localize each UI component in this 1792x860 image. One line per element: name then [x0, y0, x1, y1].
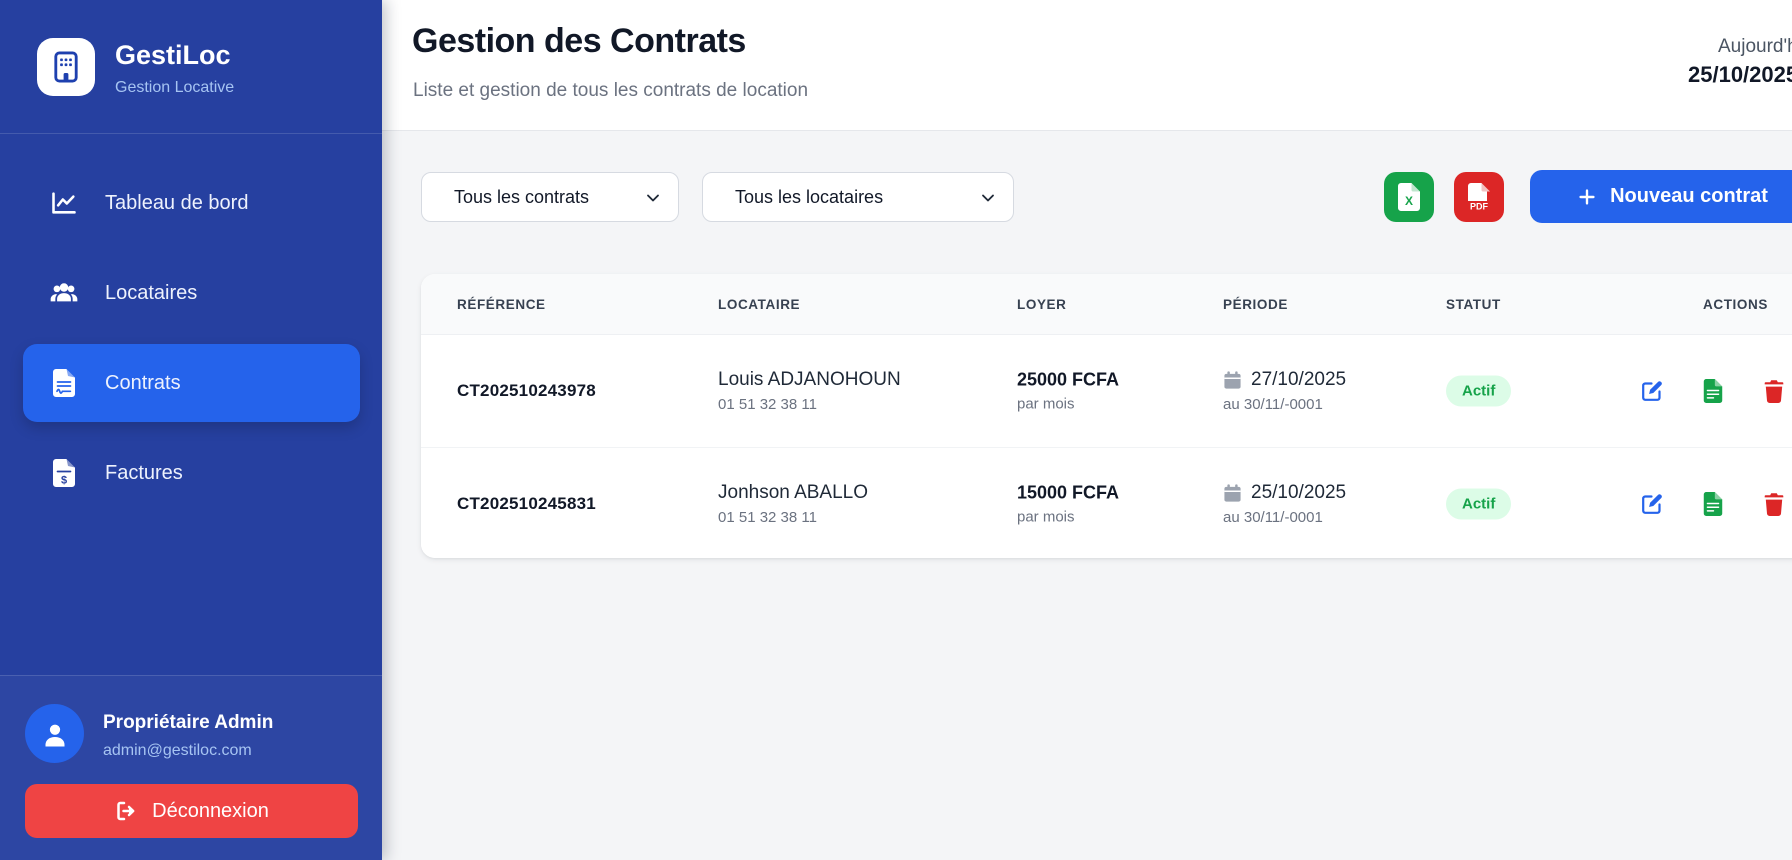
- tenant-filter-select[interactable]: Tous les locataires: [702, 172, 1014, 222]
- end-date: au 30/11/-0001: [1223, 509, 1323, 526]
- start-date: 25/10/2025: [1251, 482, 1347, 503]
- calendar-icon: [1224, 370, 1241, 389]
- table-header-row: RÉFÉRENCE LOCATAIRE LOYER PÉRIODE STATUT…: [421, 274, 1792, 335]
- avatar: [25, 704, 84, 763]
- page-subtitle: Liste et gestion de tous les contrats de…: [413, 80, 809, 101]
- sidebar-item-label: Locataires: [105, 281, 198, 304]
- end-date: au 30/11/-0001: [1223, 396, 1323, 413]
- building-icon: [37, 38, 95, 96]
- table-row: CT202510245831 Jonhson ABALLO 01 51 32 3…: [421, 447, 1792, 558]
- tenant-cell: Louis ADJANOHOUN 01 51 32 38 11: [718, 369, 901, 413]
- sidebar: GestiLoc Gestion Locative Tableau de bor…: [0, 0, 382, 860]
- page-header: Gestion des Contrats Liste et gestion de…: [382, 0, 1792, 131]
- tenant-filter-value: Tous les locataires: [735, 186, 884, 207]
- calendar-icon: [1224, 483, 1241, 502]
- sidebar-item-label: Tableau de bord: [105, 191, 249, 214]
- sidebar-item-label: Factures: [105, 461, 183, 484]
- today-label: Aujourd'hui: [1718, 36, 1792, 57]
- delete-contract-button[interactable]: [1761, 378, 1787, 404]
- trash-icon: [1764, 493, 1784, 516]
- tenant-phone: 01 51 32 38 11: [718, 509, 817, 526]
- chevron-down-icon: [643, 188, 663, 208]
- sidebar-item-label: Contrats: [105, 371, 181, 394]
- new-contract-button[interactable]: Nouveau contrat: [1530, 170, 1792, 223]
- tenant-name: Jonhson ABALLO: [718, 482, 868, 503]
- file-excel-icon: X: [1398, 183, 1420, 211]
- trash-icon: [1764, 380, 1784, 403]
- file-invoice-icon: [1703, 492, 1723, 516]
- sidebar-item-factures[interactable]: $ Factures: [23, 434, 360, 512]
- rent-cell: 25000 FCFA par mois: [1017, 370, 1119, 413]
- page-title: Gestion des Contrats: [412, 22, 746, 60]
- svg-text:PDF: PDF: [1470, 202, 1489, 212]
- rent-amount: 15000 FCFA: [1017, 482, 1120, 503]
- user-email: admin@gestiloc.com: [103, 742, 252, 759]
- col-statut: STATUT: [1446, 296, 1501, 312]
- new-contract-label: Nouveau contrat: [1610, 185, 1768, 207]
- tenant-cell: Jonhson ABALLO 01 51 32 38 11: [718, 482, 868, 526]
- sidebar-item-contrats[interactable]: Contrats: [23, 344, 360, 422]
- rent-amount: 25000 FCFA: [1017, 369, 1120, 390]
- export-excel-button[interactable]: X: [1384, 172, 1434, 222]
- edit-icon: [1642, 494, 1662, 514]
- tenant-phone: 01 51 32 38 11: [718, 396, 817, 413]
- status-badge: Actif: [1446, 375, 1512, 407]
- rent-period: par mois: [1017, 395, 1075, 413]
- brand: GestiLoc Gestion Locative: [0, 0, 382, 134]
- download-contract-button[interactable]: [1700, 378, 1726, 404]
- file-pdf-icon: PDF: [1468, 183, 1490, 212]
- col-loyer: LOYER: [1017, 296, 1067, 312]
- user-icon: [45, 724, 64, 746]
- col-periode: PÉRIODE: [1223, 296, 1288, 312]
- today-date: 25/10/2025: [1688, 62, 1792, 87]
- actions-cell: [1639, 491, 1787, 517]
- plus-icon: [1579, 188, 1595, 205]
- rent-cell: 15000 FCFA par mois: [1017, 483, 1119, 526]
- users-icon: [49, 278, 79, 308]
- export-pdf-button[interactable]: PDF: [1454, 172, 1504, 222]
- col-locataire: LOCATAIRE: [718, 296, 801, 312]
- brand-subtitle: Gestion Locative: [115, 79, 235, 96]
- rent-period: par mois: [1017, 508, 1075, 526]
- sign-out-icon: [117, 801, 135, 821]
- brand-name: GestiLoc: [115, 40, 231, 70]
- contract-filter-value: Tous les contrats: [454, 186, 590, 207]
- logout-label: Déconnexion: [152, 799, 269, 822]
- contract-filter-select[interactable]: Tous les contrats: [421, 172, 679, 222]
- file-contract-icon: [49, 368, 79, 398]
- edit-contract-button[interactable]: [1639, 491, 1665, 517]
- period-cell: 25/10/2025 au 30/11/-0001: [1223, 482, 1346, 526]
- contract-reference: CT202510243978: [457, 381, 596, 400]
- svg-text:X: X: [1405, 194, 1413, 208]
- chart-line-icon: [49, 188, 79, 218]
- download-contract-button[interactable]: [1700, 491, 1726, 517]
- period-cell: 27/10/2025 au 30/11/-0001: [1223, 369, 1346, 413]
- table-row: CT202510243978 Louis ADJANOHOUN 01 51 32…: [421, 335, 1792, 447]
- file-invoice-icon: [1703, 379, 1723, 403]
- status-cell: Actif: [1446, 375, 1512, 407]
- contract-reference: CT202510245831: [457, 494, 596, 513]
- status-cell: Actif: [1446, 488, 1512, 520]
- edit-icon: [1642, 381, 1662, 401]
- svg-text:$: $: [61, 475, 67, 487]
- sidebar-item-locataires[interactable]: Locataires: [23, 254, 360, 332]
- status-badge: Actif: [1446, 488, 1512, 520]
- chevron-down-icon: [978, 188, 998, 208]
- col-actions: ACTIONS: [1703, 296, 1768, 312]
- col-reference: RÉFÉRENCE: [457, 296, 546, 312]
- tenant-name: Louis ADJANOHOUN: [718, 369, 901, 390]
- actions-cell: [1639, 378, 1787, 404]
- file-invoice-dollar-icon: $: [49, 458, 79, 488]
- contracts-table: RÉFÉRENCE LOCATAIRE LOYER PÉRIODE STATUT…: [421, 274, 1792, 558]
- sidebar-nav: Tableau de bord Locataires: [0, 134, 382, 512]
- start-date: 27/10/2025: [1251, 369, 1347, 390]
- sidebar-item-dashboard[interactable]: Tableau de bord: [23, 164, 360, 242]
- delete-contract-button[interactable]: [1761, 491, 1787, 517]
- sidebar-user-section: Propriétaire Admin admin@gestiloc.com Dé…: [0, 675, 382, 860]
- edit-contract-button[interactable]: [1639, 378, 1665, 404]
- user-name: Propriétaire Admin: [103, 712, 274, 733]
- main-content: Gestion des Contrats Liste et gestion de…: [382, 0, 1792, 860]
- logout-button[interactable]: Déconnexion: [25, 784, 358, 838]
